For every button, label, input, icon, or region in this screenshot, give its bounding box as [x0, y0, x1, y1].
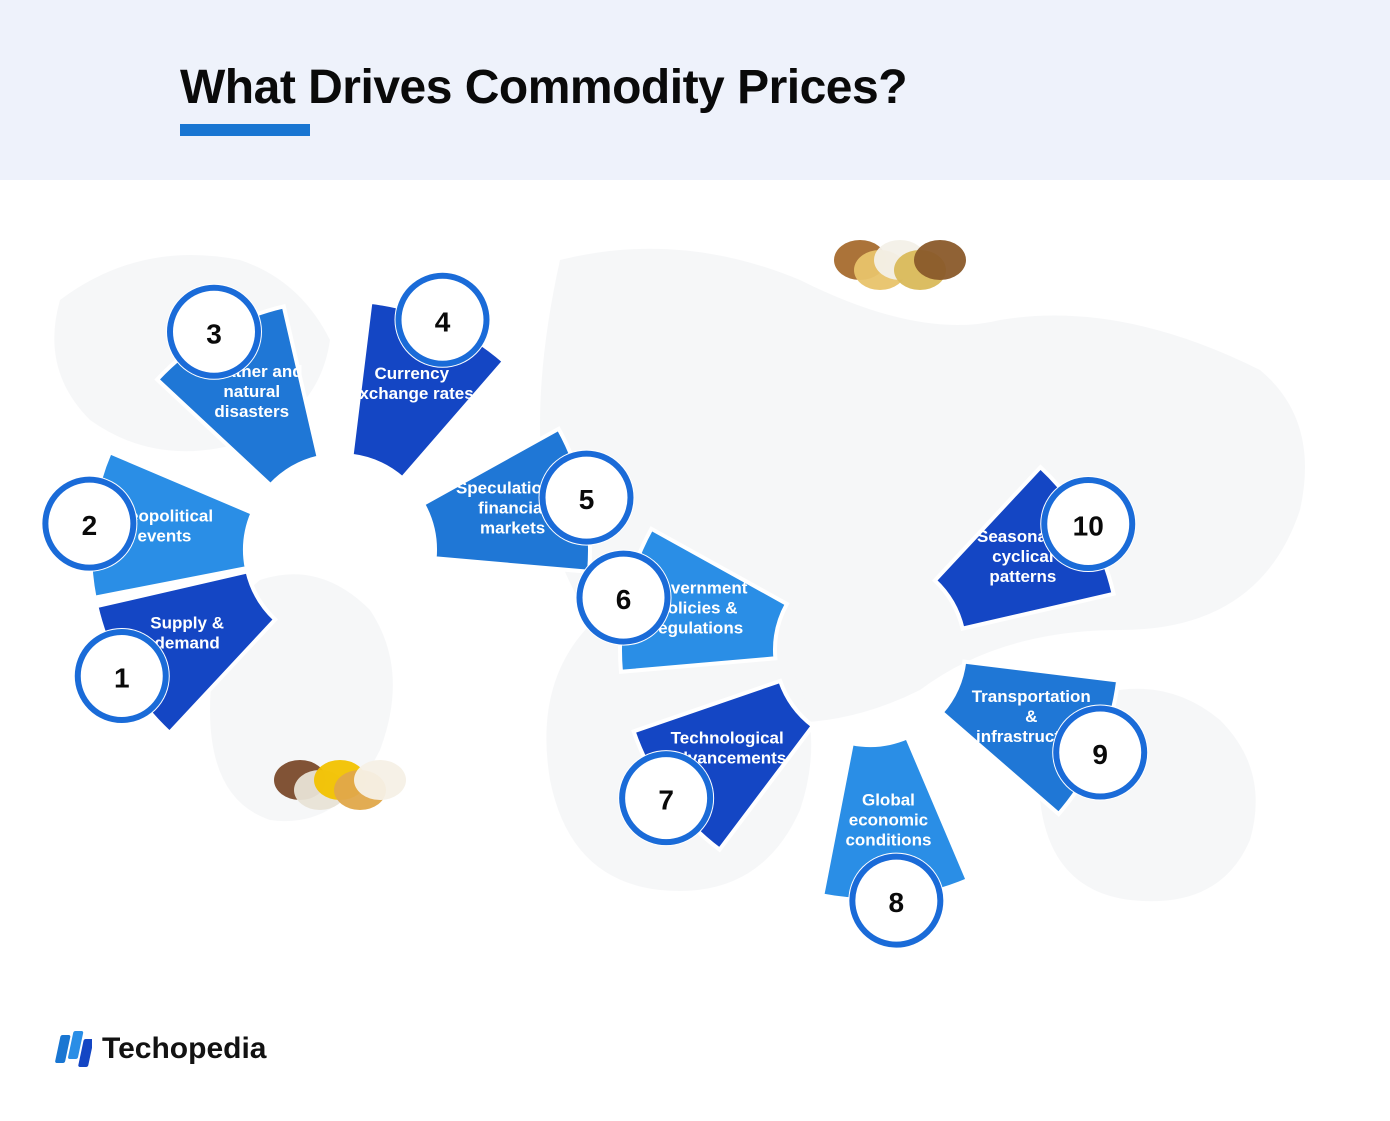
- svg-text:6: 6: [616, 584, 632, 615]
- svg-text:3: 3: [206, 318, 222, 349]
- svg-text:8: 8: [889, 887, 905, 918]
- svg-text:9: 9: [1092, 739, 1108, 770]
- badge-8: 8: [848, 853, 944, 949]
- badge-9: 9: [1052, 704, 1148, 800]
- commodities-illustration-right: [834, 240, 966, 290]
- badge-10: 10: [1040, 476, 1136, 572]
- segment-label-1: Supply &demand: [150, 613, 224, 652]
- svg-text:4: 4: [435, 306, 451, 337]
- badge-5: 5: [538, 450, 634, 546]
- svg-text:10: 10: [1073, 511, 1104, 542]
- badge-1: 1: [74, 628, 170, 724]
- diagram-canvas: Supply &demand1Geopoliticalevents2Weathe…: [0, 180, 1390, 1121]
- commodities-illustration-left: [274, 760, 406, 810]
- svg-text:5: 5: [579, 484, 595, 515]
- svg-text:7: 7: [658, 785, 674, 816]
- badge-3: 3: [166, 284, 262, 380]
- badge-2: 2: [41, 476, 137, 572]
- brand-logo: Techopedia: [52, 1029, 266, 1069]
- brand-icon: [52, 1029, 92, 1069]
- brand-name: Techopedia: [102, 1032, 266, 1066]
- svg-text:2: 2: [82, 510, 98, 541]
- header: What Drives Commodity Prices?: [0, 0, 1390, 180]
- page-title: What Drives Commodity Prices?: [180, 60, 1390, 115]
- badge-7: 7: [618, 750, 714, 846]
- badge-4: 4: [394, 272, 490, 368]
- svg-text:1: 1: [114, 663, 130, 694]
- badge-6: 6: [576, 550, 672, 646]
- title-underline: [180, 124, 310, 136]
